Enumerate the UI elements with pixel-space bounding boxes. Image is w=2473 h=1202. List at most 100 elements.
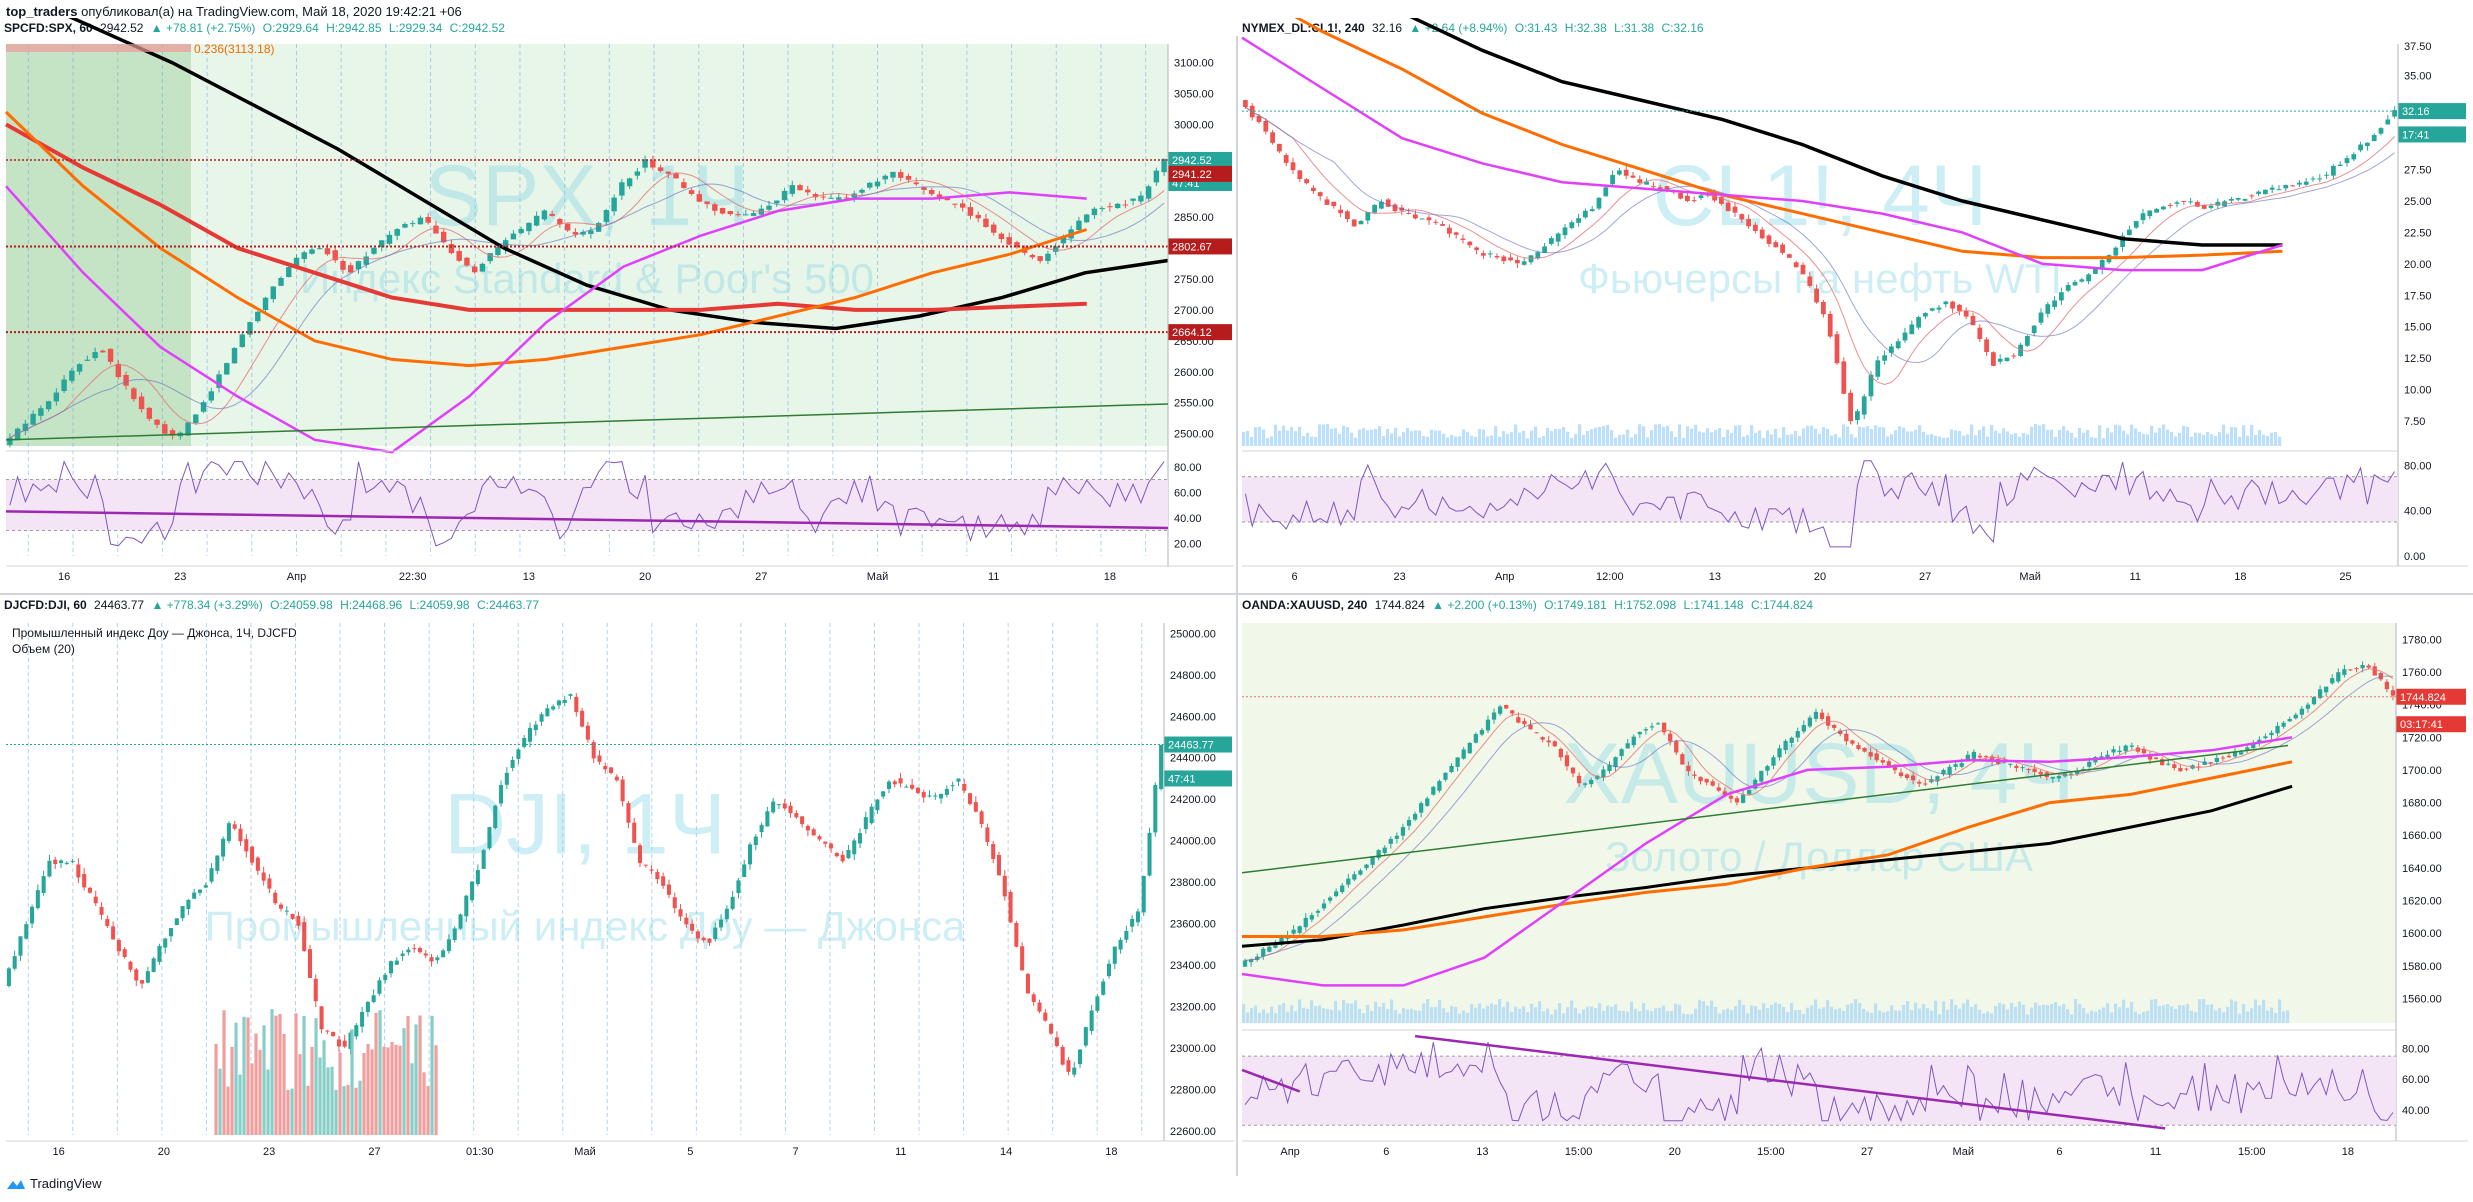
candle-body [1678,192,1683,199]
candle-body [2147,210,2153,217]
watermark-description: Промышленный индекс Доу — Джонса [205,902,967,949]
dji-chart-canvas[interactable]: DJI, 1Ч Промышленный индекс Доу — Джонса 2… [0,595,1236,1176]
rsi-axis-label: 80.00 [2402,1043,2430,1055]
candle-body [967,207,974,216]
footer-brand[interactable]: TradingView [6,1176,102,1191]
chart-panel-spx[interactable]: SPCFD:SPX, 60 2942.52 ▲ +78.81 (+2.75%) … [0,18,1236,593]
candle-body [1880,760,1885,763]
candle-body [1607,765,1612,772]
volume-bar [1382,435,1386,446]
candle-body [730,896,735,909]
chart-panel-xauusd[interactable]: OANDA:XAUUSD, 240 1744.824 ▲ +2.200 (+0.… [1238,595,2473,1176]
candle-body [448,244,455,254]
candle-body [1473,734,1478,743]
candle-body [1643,729,1649,731]
chart-panel-dji[interactable]: DJCFD:DJI, 60 24463.77 ▲ +778.34 (+3.29%… [0,595,1236,1176]
volume-bar [2286,1010,2290,1023]
candle-body [1844,733,1849,742]
chart-panel-cl1[interactable]: NYMEX_DL:CL1!, 240 32.16 ▲ +2.64 (+8.94%… [1238,18,2473,593]
candle-body [1419,218,1425,220]
volume-bar [1258,426,1262,446]
volume-bar [1838,437,1842,446]
watermark-symbol: XAUUSD, 4Ч [1563,726,2074,822]
candle-body [2235,197,2241,200]
volume-bar [1706,1005,1710,1023]
volume-bar [1870,1012,1874,1023]
candle-body [1947,766,1952,775]
volume-bar [1582,434,1586,446]
candle-body [1130,918,1135,927]
x-axis-tick-label: Апр [1280,1146,1299,1158]
volume-bar [1666,425,1670,446]
volume-bar [2106,427,2110,446]
candle-body [69,370,75,381]
candle-body [2160,759,2165,766]
candle-body [261,872,266,881]
y-axis-tick-label: 25.00 [2404,196,2432,208]
volume-bar [2118,425,2122,446]
volume-bar [1538,437,1542,446]
volume-bar [1806,425,1810,446]
candle-body [1037,256,1043,261]
symbol-label[interactable]: OANDA:XAUUSD, 240 [1242,598,1368,612]
highlight-zone [6,44,191,446]
volume-bar [1706,428,1710,446]
candle-body [2117,750,2122,753]
candle-body [1508,257,1513,261]
candle-body [614,776,619,781]
candle-body [278,904,284,909]
x-axis-tick-label: 20 [639,571,651,583]
candle-body [458,914,463,929]
volume-bar [2238,436,2242,446]
candle-body [2129,745,2134,747]
candle-body [960,203,966,208]
volume-bar [1386,428,1390,446]
volume-bar [1602,426,1606,446]
long-trendline [1241,744,2289,874]
candle-body [1045,253,1051,261]
volume-bar [434,1045,438,1135]
candle-body [2141,748,2147,754]
volume-bar [2102,1007,2106,1023]
symbol-label[interactable]: SPCFD:SPX, 60 [4,21,93,35]
y-axis-tick-label: 23600.00 [1170,919,1216,931]
candle-body [479,263,486,272]
volume-bar [1842,424,1846,446]
symbol-label[interactable]: DJCFD:DJI, 60 [4,598,87,612]
candle-body [1576,218,1581,223]
volume-bar [386,1047,390,1135]
volume-bar [1966,999,1970,1023]
candle-body [2372,666,2377,676]
volume-bar [2198,999,2202,1023]
candle-body [45,401,52,410]
volume-bar [2274,431,2278,446]
candle-body [209,868,214,882]
candle-body [1135,911,1140,923]
candle-body [1400,827,1406,836]
candle-body [1147,832,1152,876]
xau-chart-canvas[interactable]: XAUUSD, 4Ч Золото / Доллар США 1780.00 1760… [1238,595,2473,1176]
candle-body [1783,740,1788,751]
volume-bar [394,1044,398,1135]
rsi-axis-label: 0.00 [2404,551,2425,563]
volume-bar [406,1015,410,1135]
volume-bar [2278,999,2282,1023]
volume-bar [1570,1000,1574,1023]
candle-body [776,804,781,806]
candle-body [193,414,199,423]
candle-body [2072,281,2078,286]
candle-body [1807,276,1813,286]
volume-bar [1946,1009,1950,1023]
volume-bar [1362,428,1366,446]
candle-body [2032,768,2037,773]
volume-bar [1774,1002,1778,1023]
candle-body [541,210,548,220]
candle-body [154,419,160,425]
candle-body [724,908,729,920]
watermark-symbol: DJI, 1Ч [444,776,726,872]
volume-bar [1890,1005,1894,1023]
symbol-label[interactable]: NYMEX_DL:CL1!, 240 [1242,21,1365,35]
author-name[interactable]: top_traders [6,4,78,19]
